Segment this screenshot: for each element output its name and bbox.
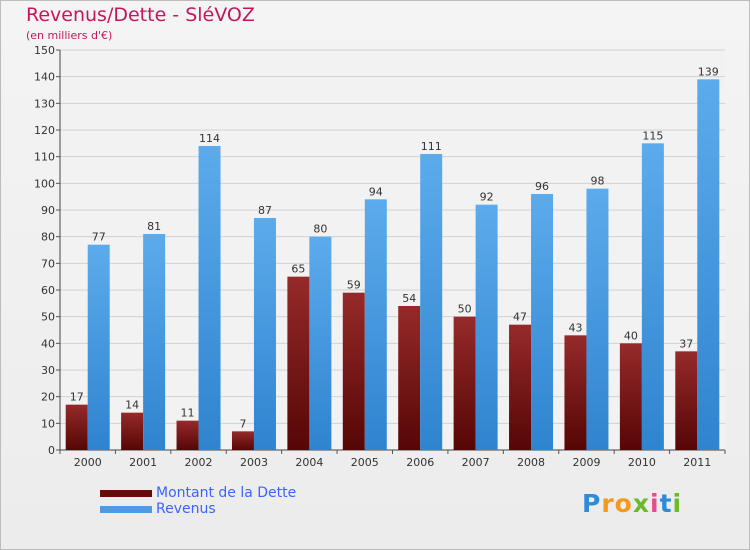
x-tick-label: 2002 [185,456,213,469]
proxiti-logo: Proxiti [582,489,682,518]
y-tick-label: 140 [34,71,55,84]
bar-debt [287,276,310,450]
data-label-debt: 65 [291,263,305,276]
data-label-debt: 47 [513,311,527,324]
x-tick-label: 2003 [240,456,268,469]
logo-letter: P [582,489,602,518]
bar-debt [619,343,642,450]
logo-letter: i [672,489,683,518]
data-label-revenue: 96 [535,180,549,193]
bar-revenue [87,244,110,450]
x-tick-label: 2000 [74,456,102,469]
bar-debt [453,316,476,450]
logo-letter: t [659,489,673,518]
bar-debt [342,292,365,450]
bar-revenue [143,234,166,450]
data-label-debt: 43 [568,321,582,334]
logo-letter: i [650,489,660,518]
data-label-debt: 17 [70,391,84,404]
y-tick-label: 0 [48,444,55,457]
bar-debt [564,335,587,450]
legend-swatch-debt [100,489,152,497]
data-label-debt: 37 [679,337,693,350]
legend-item-revenue: Revenus [100,501,296,517]
bar-debt [509,324,532,450]
data-label-revenue: 98 [590,175,604,188]
y-tick-label: 30 [41,364,55,377]
y-tick-label: 40 [41,337,55,350]
bar-revenue [586,188,609,450]
data-label-debt: 59 [347,279,361,292]
y-tick-label: 120 [34,124,55,137]
y-tick-label: 10 [41,417,55,430]
y-tick-label: 80 [41,231,55,244]
data-label-revenue: 92 [480,191,494,204]
y-tick-label: 70 [41,257,55,270]
x-tick-label: 2001 [129,456,157,469]
logo-letter: o [614,489,633,518]
data-label-debt: 50 [458,303,472,316]
bar-revenue [420,154,443,450]
bar-debt [65,404,88,450]
bar-revenue [697,79,720,450]
data-label-debt: 14 [125,399,139,412]
data-label-debt: 40 [624,329,638,342]
y-tick-label: 110 [34,151,55,164]
x-tick-label: 2004 [295,456,323,469]
legend-label-debt: Montant de la Dette [156,485,297,501]
y-tick-label: 90 [41,204,55,217]
legend-label-revenue: Revenus [156,501,216,517]
bar-debt [176,420,199,450]
data-label-revenue: 77 [92,231,106,244]
y-tick-label: 100 [34,177,55,190]
bar-debt [398,306,421,450]
x-tick-label: 2009 [572,456,600,469]
legend-item-debt: Montant de la Dette [100,485,296,501]
y-tick-label: 50 [41,311,55,324]
data-label-revenue: 139 [698,65,719,78]
data-label-debt: 11 [181,407,195,420]
data-label-revenue: 87 [258,204,272,217]
bar-revenue [475,204,498,450]
data-label-revenue: 81 [147,220,161,233]
chart-title: Revenus/Dette - SléVOZ [26,4,255,26]
chart-subtitle: (en milliers d'€) [26,29,113,42]
plot-area [60,50,725,450]
bar-revenue [309,236,332,450]
x-tick-label: 2006 [406,456,434,469]
legend-swatch-revenue [100,505,152,513]
y-tick-label: 20 [41,391,55,404]
logo-letter: r [601,489,615,518]
logo-letter: x [632,489,650,518]
y-tick-label: 130 [34,97,55,110]
bar-debt [231,431,254,450]
bar-revenue [531,194,554,450]
data-label-revenue: 115 [642,129,663,142]
bar-revenue [198,146,221,450]
x-tick-label: 2005 [351,456,379,469]
data-label-revenue: 94 [369,185,383,198]
y-tick-label: 60 [41,284,55,297]
data-label-debt: 54 [402,292,416,305]
x-tick-label: 2011 [683,456,711,469]
x-tick-label: 2007 [462,456,490,469]
data-label-revenue: 111 [421,140,442,153]
legend: Montant de la Dette Revenus [100,485,296,517]
bar-debt [675,351,698,450]
x-tick-label: 2008 [517,456,545,469]
x-tick-label: 2010 [628,456,656,469]
data-label-revenue: 114 [199,132,220,145]
data-label-revenue: 80 [313,223,327,236]
bar-revenue [364,199,387,450]
y-tick-label: 150 [34,44,55,57]
bar-debt [121,412,144,450]
bar-revenue [641,143,664,451]
data-label-debt: 7 [239,417,246,430]
bar-revenue [253,218,276,450]
